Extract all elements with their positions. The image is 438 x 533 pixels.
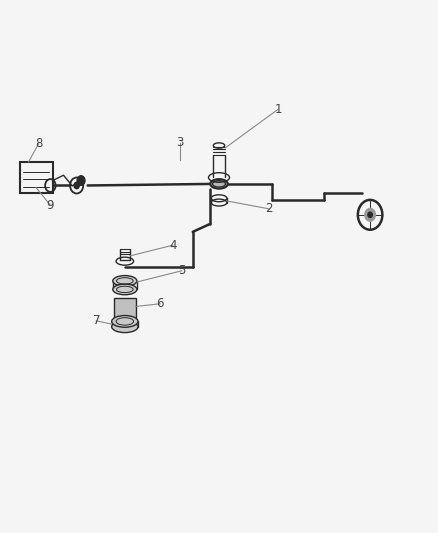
Text: 2: 2 bbox=[265, 203, 273, 215]
Ellipse shape bbox=[113, 276, 137, 286]
Text: 9: 9 bbox=[46, 199, 54, 212]
Text: 8: 8 bbox=[35, 138, 42, 150]
Text: 6: 6 bbox=[156, 297, 164, 310]
Text: 7: 7 bbox=[92, 314, 100, 327]
Text: 3: 3 bbox=[176, 136, 183, 149]
Bar bbox=[20, 162, 53, 193]
Ellipse shape bbox=[112, 321, 138, 333]
FancyBboxPatch shape bbox=[114, 298, 136, 320]
Text: 5: 5 bbox=[178, 264, 185, 277]
Circle shape bbox=[77, 176, 85, 185]
Ellipse shape bbox=[212, 181, 226, 187]
Text: 1: 1 bbox=[274, 103, 282, 116]
Text: 4: 4 bbox=[169, 239, 177, 252]
Circle shape bbox=[74, 182, 79, 189]
Ellipse shape bbox=[113, 284, 137, 295]
Ellipse shape bbox=[210, 179, 228, 189]
Ellipse shape bbox=[112, 316, 138, 327]
Circle shape bbox=[365, 208, 375, 221]
Circle shape bbox=[368, 212, 372, 217]
